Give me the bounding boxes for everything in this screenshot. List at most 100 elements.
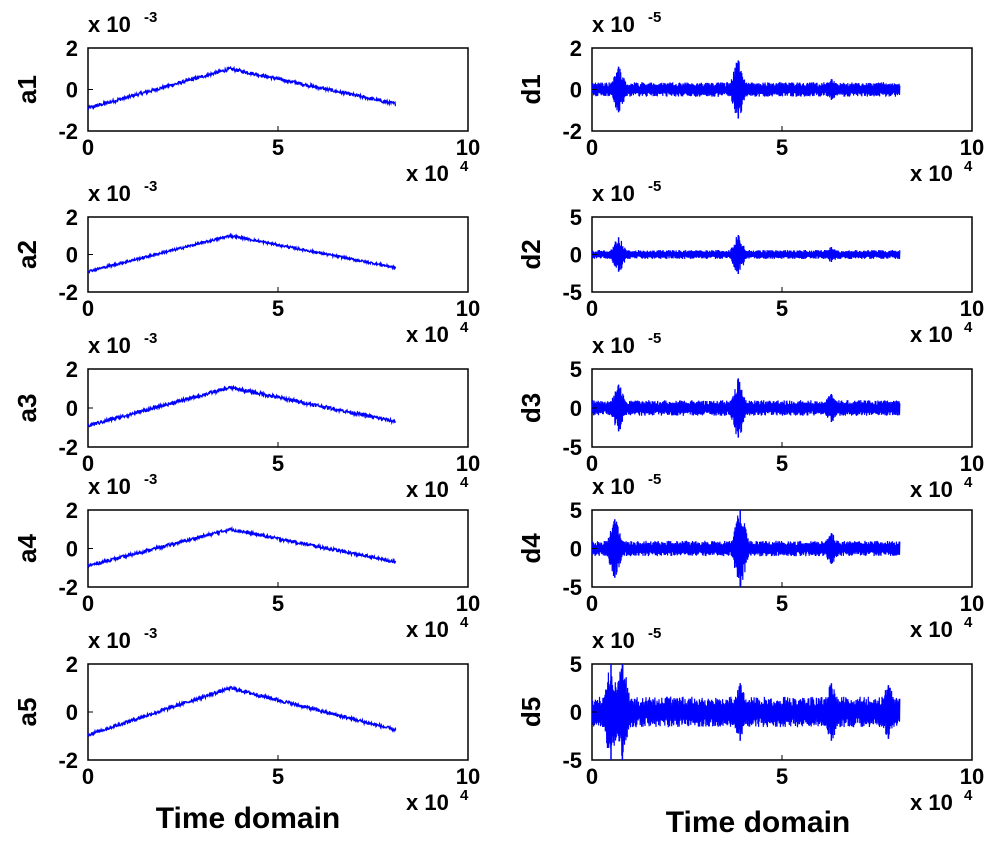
- x-tick-label: 0: [82, 296, 94, 321]
- y-tick-label: 0: [570, 396, 582, 421]
- subplot-a4: [87, 509, 469, 588]
- subplot-d3: [591, 368, 973, 448]
- y-exponent-power: -3: [144, 625, 157, 642]
- y-tick-label: 0: [66, 396, 78, 421]
- y-tick-label: 2: [570, 36, 582, 61]
- x-tick-label: 0: [586, 451, 598, 476]
- x-tick-label: 10: [456, 591, 480, 616]
- x-exponent-power: 4: [964, 614, 973, 631]
- x-tick-label: 5: [272, 135, 284, 160]
- y-exponent-power: -3: [144, 330, 157, 347]
- signal-line-d3: [591, 379, 901, 435]
- y-axis-label: a3: [12, 394, 42, 423]
- y-tick-label: 0: [570, 537, 582, 562]
- y-tick-label: 0: [66, 78, 78, 103]
- x-tick-label: 10: [456, 451, 480, 476]
- x-tick-label: 0: [586, 764, 598, 789]
- subplot-a5: [87, 663, 469, 761]
- y-exponent-label: x 10: [592, 12, 635, 37]
- y-tick-label: 5: [570, 357, 582, 382]
- signal-line-a1: [87, 65, 397, 111]
- x-tick-label: 10: [960, 764, 984, 789]
- y-exponent-power: -3: [144, 471, 157, 488]
- y-exponent-label: x 10: [88, 333, 131, 358]
- signal-line-a2: [87, 232, 397, 274]
- y-exponent-power: -3: [144, 178, 157, 195]
- x-exponent-label: x 10: [406, 790, 449, 815]
- x-exponent-power: 4: [460, 474, 469, 491]
- x-tick-label: 10: [456, 764, 480, 789]
- x-exponent-power: 4: [964, 319, 973, 336]
- y-exponent-label: x 10: [88, 12, 131, 37]
- signal-line-d5: [591, 664, 901, 756]
- x-exponent-power: 4: [460, 158, 469, 175]
- x-tick-label: 10: [960, 591, 984, 616]
- signal-line-a3: [87, 384, 396, 428]
- y-tick-label: 5: [570, 498, 582, 523]
- subplot-a1: [87, 47, 469, 132]
- y-tick-label: 0: [66, 537, 78, 562]
- y-axis-label: a5: [12, 698, 42, 727]
- y-tick-label: -2: [58, 119, 78, 144]
- y-exponent-power: -5: [648, 625, 661, 642]
- y-tick-label: 2: [66, 205, 78, 230]
- subplot-d2: [591, 216, 973, 293]
- y-tick-label: 5: [570, 205, 582, 230]
- y-tick-label: 2: [66, 357, 78, 382]
- subplot-a3: [87, 368, 469, 448]
- subplot-d1: [591, 47, 973, 132]
- y-axis-label: d2: [516, 239, 546, 269]
- axes-box: [87, 368, 469, 448]
- y-tick-label: -2: [58, 435, 78, 460]
- y-exponent-label: x 10: [592, 628, 635, 653]
- x-exponent-label: x 10: [910, 617, 953, 642]
- x-exponent-label: x 10: [406, 477, 449, 502]
- x-axis-title-left: Time domain: [156, 802, 340, 835]
- x-tick-label: 10: [456, 296, 480, 321]
- y-tick-label: -5: [562, 435, 582, 460]
- x-tick-label: 10: [456, 135, 480, 160]
- y-tick-label: 0: [570, 243, 582, 268]
- y-exponent-label: x 10: [592, 333, 635, 358]
- y-exponent-power: -5: [648, 9, 661, 26]
- x-tick-label: 5: [272, 764, 284, 789]
- y-exponent-label: x 10: [88, 474, 131, 499]
- y-axis-label: d5: [516, 697, 546, 727]
- y-tick-label: -2: [58, 280, 78, 305]
- x-tick-label: 5: [776, 296, 788, 321]
- x-tick-label: 0: [82, 451, 94, 476]
- y-tick-label: 5: [570, 652, 582, 677]
- x-tick-label: 5: [776, 764, 788, 789]
- x-exponent-power: 4: [460, 787, 469, 804]
- x-tick-label: 0: [586, 296, 598, 321]
- x-exponent-label: x 10: [910, 477, 953, 502]
- x-tick-label: 5: [776, 451, 788, 476]
- x-tick-label: 5: [776, 591, 788, 616]
- x-tick-label: 0: [586, 135, 598, 160]
- y-tick-label: 2: [66, 36, 78, 61]
- x-tick-label: 5: [272, 451, 284, 476]
- axes-box: [87, 663, 469, 761]
- subplot-a2: [87, 216, 469, 293]
- y-tick-label: -2: [58, 575, 78, 600]
- y-tick-label: -2: [58, 748, 78, 773]
- signal-line-d4: [591, 515, 901, 586]
- signal-line-a5: [87, 685, 397, 738]
- y-axis-label: d3: [516, 393, 546, 423]
- y-tick-label: 2: [66, 498, 78, 523]
- signal-line-a4: [87, 525, 397, 569]
- x-exponent-power: 4: [964, 474, 973, 491]
- y-axis-label: d4: [516, 533, 546, 564]
- x-tick-label: 5: [272, 591, 284, 616]
- y-tick-label: 0: [66, 700, 78, 725]
- x-exponent-label: x 10: [406, 617, 449, 642]
- x-tick-label: 0: [82, 135, 94, 160]
- y-axis-label: d1: [516, 74, 546, 104]
- y-exponent-power: -5: [648, 330, 661, 347]
- x-exponent-power: 4: [964, 787, 973, 804]
- x-exponent-label: x 10: [910, 790, 953, 815]
- x-tick-label: 5: [776, 135, 788, 160]
- axes-box: [87, 216, 469, 293]
- y-axis-label: a2: [12, 240, 42, 269]
